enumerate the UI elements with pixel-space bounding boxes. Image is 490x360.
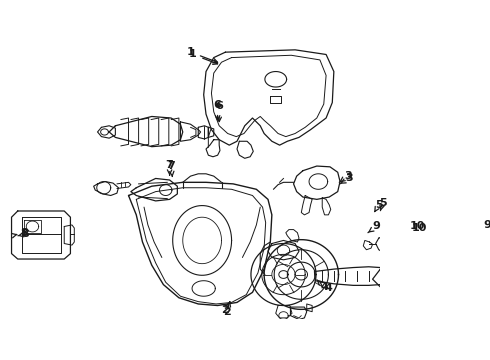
Text: 4: 4: [320, 282, 328, 292]
Text: 2: 2: [223, 307, 231, 317]
Text: 7: 7: [167, 161, 175, 171]
Text: 9: 9: [483, 220, 490, 230]
Text: 5: 5: [375, 200, 383, 210]
Text: 5: 5: [379, 198, 387, 208]
Text: 1: 1: [189, 49, 196, 59]
Text: 7: 7: [166, 159, 173, 170]
Text: 10: 10: [410, 221, 425, 231]
Text: 1: 1: [187, 47, 195, 57]
Text: 8: 8: [20, 228, 28, 238]
Text: 8: 8: [22, 229, 29, 239]
Text: 4: 4: [324, 283, 332, 293]
Text: 3: 3: [345, 174, 353, 184]
Text: 6: 6: [214, 100, 221, 110]
Text: 3: 3: [344, 171, 352, 181]
Text: 6: 6: [215, 102, 223, 111]
Text: 2: 2: [221, 305, 229, 315]
Text: 9: 9: [372, 221, 380, 231]
Text: 10: 10: [412, 223, 427, 233]
